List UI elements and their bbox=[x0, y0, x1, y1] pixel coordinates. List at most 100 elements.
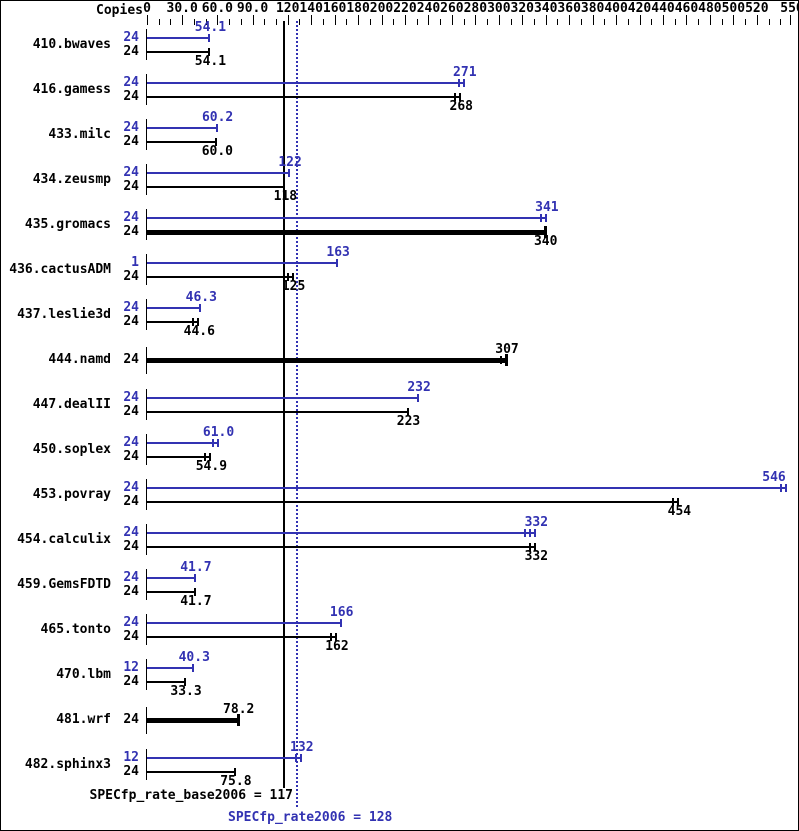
copies-value: 24 bbox=[123, 300, 139, 315]
copies-value: 24 bbox=[123, 435, 139, 450]
run-mark bbox=[184, 678, 187, 686]
axis-minor-tick bbox=[768, 19, 770, 25]
axis-major-tick bbox=[428, 15, 430, 25]
axis-minor-tick bbox=[264, 19, 266, 25]
run-mark bbox=[215, 138, 218, 146]
bar-peak bbox=[147, 442, 219, 444]
bar-value-label: 40.3 bbox=[178, 650, 210, 665]
bar-value-label: 41.7 bbox=[180, 560, 212, 575]
axis-tick-label: 160 bbox=[322, 1, 347, 16]
run-mark bbox=[299, 754, 302, 762]
axis-minor-tick bbox=[299, 19, 301, 25]
peak-rate-summary: SPECfp_rate2006 = 128 bbox=[228, 810, 393, 825]
run-mark bbox=[216, 439, 219, 447]
bar-peak bbox=[147, 757, 302, 759]
benchmark-label: 481.wrf bbox=[56, 712, 111, 727]
run-mark bbox=[288, 169, 291, 177]
group-baseline bbox=[146, 389, 147, 420]
run-mark bbox=[204, 453, 207, 461]
axis-tick-label: 140 bbox=[299, 1, 323, 16]
axis-minor-tick bbox=[627, 19, 629, 25]
group-baseline bbox=[146, 749, 147, 780]
run-mark bbox=[233, 768, 236, 776]
axis-major-tick bbox=[498, 15, 500, 25]
run-mark bbox=[208, 48, 211, 56]
axis-minor-tick bbox=[463, 19, 465, 25]
axis-minor-tick bbox=[534, 19, 535, 25]
axis-minor-tick bbox=[416, 19, 418, 25]
bar-peak bbox=[147, 532, 537, 534]
copies-value: 24 bbox=[123, 134, 139, 149]
axis-minor-tick bbox=[229, 19, 231, 25]
axis-minor-tick bbox=[205, 19, 207, 25]
axis-major-tick bbox=[182, 15, 184, 25]
bar-peak bbox=[147, 172, 291, 174]
copies-value: 24 bbox=[123, 712, 139, 727]
bar-value-label: 33.3 bbox=[170, 684, 202, 699]
bar-value-label: 166 bbox=[329, 605, 354, 620]
axis-tick-label: 550 bbox=[780, 1, 798, 16]
axis-tick-label: 60.0 bbox=[201, 1, 234, 16]
bar-value-label: 162 bbox=[325, 639, 349, 654]
copies-value: 24 bbox=[123, 615, 139, 630]
run-mark bbox=[543, 226, 547, 238]
bar-value-label: 61.0 bbox=[202, 425, 235, 440]
bar-value-label: 60.2 bbox=[201, 110, 234, 125]
axis-major-tick bbox=[311, 15, 313, 25]
bar-peak bbox=[147, 82, 465, 84]
copies-value: 24 bbox=[123, 449, 139, 464]
run-mark bbox=[192, 664, 195, 672]
axis-major-tick bbox=[147, 15, 148, 25]
run-mark bbox=[459, 93, 462, 101]
copies-value: 24 bbox=[123, 570, 139, 585]
run-mark bbox=[329, 633, 332, 641]
axis-major-tick bbox=[358, 15, 360, 25]
bar-value-label: 54.1 bbox=[194, 20, 227, 35]
axis-minor-tick bbox=[698, 19, 700, 25]
axis-tick-label: 520 bbox=[745, 1, 769, 16]
run-mark bbox=[785, 484, 788, 492]
bar-base bbox=[147, 771, 236, 773]
axis-tick-label: 340 bbox=[533, 1, 558, 16]
copies-value: 24 bbox=[123, 390, 139, 405]
run-mark bbox=[534, 543, 537, 551]
base-rate-summary: SPECfp_rate_base2006 = 117 bbox=[89, 788, 294, 803]
axis-tick-label: 30.0 bbox=[166, 1, 198, 16]
group-baseline bbox=[146, 524, 147, 555]
bar-base bbox=[147, 636, 337, 638]
bar-value-label: 454 bbox=[667, 504, 692, 519]
run-mark bbox=[505, 354, 509, 366]
copies-value: 12 bbox=[123, 750, 139, 765]
copies-value: 24 bbox=[123, 584, 139, 599]
run-mark bbox=[529, 543, 532, 551]
axis-major-tick bbox=[569, 15, 571, 25]
copies-value: 24 bbox=[123, 314, 139, 329]
benchmark-label: 434.zeusmp bbox=[32, 172, 111, 187]
axis-major-tick bbox=[709, 15, 711, 25]
group-baseline bbox=[146, 29, 147, 60]
benchmark-label: 436.cactusADM bbox=[9, 262, 111, 277]
axis-minor-tick bbox=[651, 19, 653, 25]
run-mark bbox=[192, 318, 195, 326]
bar-value-label: 54.1 bbox=[194, 54, 227, 69]
bar-value-label: 46.3 bbox=[185, 290, 217, 305]
bar-base bbox=[147, 501, 680, 503]
bar-value-label: 75.8 bbox=[220, 774, 252, 789]
bar-value-label: 44.6 bbox=[183, 324, 215, 339]
axis-tick-label: 400 bbox=[604, 1, 628, 16]
axis-minor-tick bbox=[604, 19, 606, 25]
benchmark-label: 470.lbm bbox=[56, 667, 111, 682]
benchmark-label: 416.gamess bbox=[32, 82, 111, 97]
benchmark-label: 410.bwaves bbox=[32, 37, 111, 52]
bar-value-label: 332 bbox=[524, 515, 549, 530]
bar-base bbox=[147, 591, 196, 593]
run-mark bbox=[336, 259, 339, 267]
run-mark bbox=[211, 439, 214, 447]
bar-value-label: 232 bbox=[407, 380, 431, 395]
copies-value: 24 bbox=[123, 75, 139, 90]
run-mark bbox=[199, 304, 202, 312]
run-mark bbox=[197, 318, 200, 326]
benchmark-label: 454.calculix bbox=[17, 532, 111, 547]
axis-major-tick bbox=[287, 15, 289, 25]
